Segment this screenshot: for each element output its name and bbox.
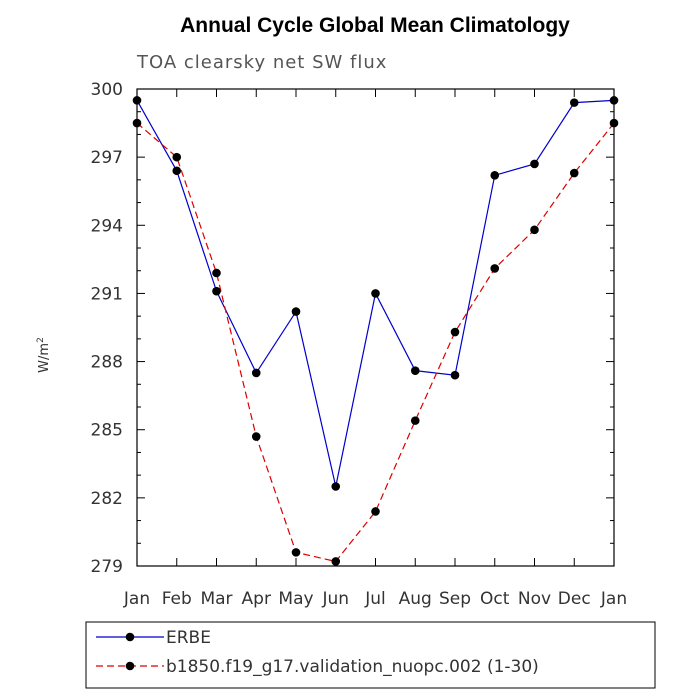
x-tick-label: Jan (123, 589, 150, 609)
y-tick-label: 279 (91, 557, 123, 577)
y-axis-label-superscript: 2 (36, 337, 46, 343)
x-tick-label: Jun (321, 589, 349, 609)
series-0-point (490, 171, 500, 180)
series-0-point (251, 368, 261, 378)
y-tick-label: 297 (91, 148, 123, 168)
axes-layer: Jan Feb Mar Apr May Jun Jul Aug Sep Oct Nov Dec Jan2… (91, 80, 628, 609)
y-axis-label: W/m2 (36, 337, 52, 373)
series-1-point (212, 268, 221, 278)
series-0-point (172, 166, 182, 176)
y-tick-label: 288 (91, 353, 123, 373)
y-tick-label: 294 (91, 216, 123, 236)
y-tick-label: 291 (91, 284, 123, 304)
plot-frame (136, 88, 615, 567)
series-1-point (410, 416, 420, 425)
y-tick-label: 300 (91, 80, 123, 100)
x-tick-label: Jul (364, 589, 386, 609)
x-tick-label: Jan (600, 589, 627, 609)
series-1-point (371, 507, 380, 516)
series-0-point (569, 98, 579, 107)
series-0-point (212, 286, 221, 296)
series-1-point (530, 225, 539, 235)
x-tick-label: Aug (399, 589, 432, 609)
legend-label-0: ERBE (166, 628, 211, 648)
series-1-point (450, 327, 460, 337)
series-1-point (291, 548, 301, 557)
chart-subtitle: TOA clearsky net SW flux (136, 52, 387, 73)
series-0-point (410, 366, 420, 375)
series-1-point (490, 264, 500, 273)
x-tick-label: Apr (242, 589, 271, 609)
series-1-point (331, 557, 341, 566)
series-layer (132, 96, 619, 566)
x-tick-label: Nov (518, 589, 551, 609)
series-1-point (569, 168, 579, 178)
x-tick-label: Mar (200, 589, 232, 609)
series-line-1 (136, 122, 615, 563)
series-0-point (331, 482, 341, 491)
series-0-point (450, 370, 460, 380)
legend-marker-1 (125, 661, 135, 671)
chart-title: Annual Cycle Global Mean Climatology (180, 14, 570, 37)
series-1-point (172, 152, 182, 162)
x-tick-label: Sep (439, 589, 471, 609)
y-tick-label: 282 (91, 489, 123, 509)
series-0-point (530, 159, 539, 169)
y-tick-label: 285 (91, 421, 123, 441)
series-1-point (251, 432, 261, 441)
legend-box (85, 621, 656, 689)
series-0-point (291, 307, 301, 316)
series-0-point (371, 289, 380, 298)
x-tick-label: Feb (162, 589, 192, 609)
legend-label-1: b1850.f19_g17.validation_nuopc.002 (1-30… (166, 657, 539, 677)
x-tick-label: Oct (480, 589, 510, 609)
x-tick-label: Dec (558, 589, 591, 609)
x-tick-label: May (278, 589, 313, 609)
y-axis-label-text: W/m (37, 343, 52, 373)
legend: ERBE b1850.f19_g17.validation_nuopc.002 (… (85, 621, 656, 689)
legend-marker-0 (125, 632, 135, 642)
